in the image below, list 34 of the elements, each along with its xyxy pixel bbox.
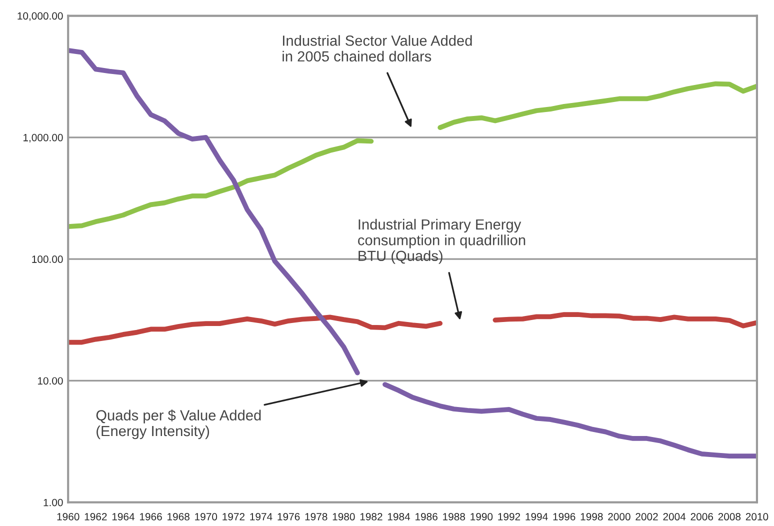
x-tick-label: 2004 (663, 513, 686, 520)
x-tick-label: 1968 (168, 513, 190, 520)
x-tick-label: 1990 (470, 513, 493, 520)
x-tick-label: 1962 (84, 513, 107, 520)
x-tick-label: 1994 (526, 513, 548, 520)
x-tick-label: 1986 (416, 513, 438, 520)
x-tick-label: 2006 (690, 513, 713, 520)
y-tick-label: 100.00 (32, 256, 63, 263)
x-tick-label: 1976 (278, 513, 300, 520)
x-tick-label: 1980 (332, 513, 355, 520)
x-tick-label: 2002 (636, 513, 658, 520)
x-tick-label: 1982 (360, 513, 382, 520)
x-tick-label: 1970 (195, 513, 218, 520)
y-tick-label: 1.00 (44, 498, 63, 506)
x-tick-label: 1972 (222, 513, 245, 520)
x-tick-label: 1996 (553, 513, 576, 520)
x-tick-label: 1974 (250, 513, 272, 520)
x-tick-label: 1964 (112, 513, 135, 520)
annotation: Industrial Primary Energy consumption in quadrillion BTU (Quads) (358, 218, 526, 264)
x-tick-label: 1966 (140, 513, 162, 520)
x-tick-label: 1998 (580, 513, 603, 520)
x-tick-label: 2008 (718, 513, 741, 520)
x-tick-label: 2000 (608, 513, 630, 520)
annotation: Quads per $ Value Added (Energy Intensity) (96, 410, 261, 440)
y-tick-label: 10,000.00 (18, 12, 63, 21)
x-tick-label: 1984 (388, 513, 410, 520)
x-tick-label: 1992 (498, 513, 520, 520)
y-tick-label: 1,000.00 (24, 134, 63, 143)
y-tick-label: 10.00 (38, 377, 63, 385)
x-tick-label: 1960 (57, 513, 80, 520)
x-tick-label: 1978 (305, 513, 328, 520)
annotation: Industrial Sector Value Added in 2005 chained dollars (282, 35, 472, 62)
x-tick-label: 1988 (443, 513, 466, 520)
x-tick-label: 2010 (746, 513, 768, 520)
